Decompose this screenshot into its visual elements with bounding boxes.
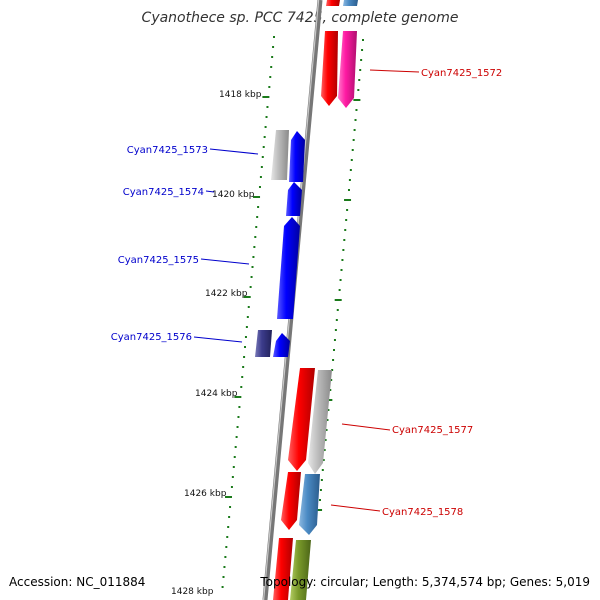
gene-arrow-1577-gray[interactable] bbox=[308, 370, 332, 474]
gene-label-1573[interactable]: Cyan7425_1573 bbox=[127, 145, 208, 156]
leader-line-1574 bbox=[205, 190, 215, 193]
reverse-strand-genes bbox=[255, 130, 305, 357]
gene-label-1576[interactable]: Cyan7425_1576 bbox=[111, 332, 192, 343]
gene-arrow-1576-blue[interactable] bbox=[273, 333, 290, 357]
scale-label-1424: 1424 kbp bbox=[195, 389, 238, 399]
gene-arrow-1573-blue[interactable] bbox=[289, 131, 305, 182]
scale-label-1418: 1418 kbp bbox=[219, 90, 262, 100]
gene-arrow-1577-red[interactable] bbox=[288, 368, 315, 471]
gene-arrow-top-red[interactable] bbox=[326, 0, 340, 6]
leader-line-1577 bbox=[341, 423, 391, 431]
accession-text: Accession: NC_011884 bbox=[9, 575, 146, 589]
gene-arrow-1575-blue[interactable] bbox=[277, 217, 300, 319]
gene-arrow-top-steel[interactable] bbox=[343, 0, 358, 6]
gene-arrow-bottom-red[interactable] bbox=[273, 538, 293, 600]
genome-summary-text: Topology: circular; Length: 5,374,574 bp… bbox=[260, 575, 590, 589]
gene-label-1577[interactable]: Cyan7425_1577 bbox=[392, 425, 473, 436]
gene-arrow-1572-pink[interactable] bbox=[338, 31, 357, 108]
gene-label-1578[interactable]: Cyan7425_1578 bbox=[382, 507, 463, 518]
scale-label-1428: 1428 kbp bbox=[171, 587, 214, 597]
leader-line-1578 bbox=[330, 504, 381, 512]
gene-label-1574[interactable]: Cyan7425_1574 bbox=[123, 187, 204, 198]
scale-label-1426: 1426 kbp bbox=[184, 489, 227, 499]
gene-arrow-1574-blue[interactable] bbox=[286, 182, 302, 216]
tick-marks bbox=[221, 36, 364, 588]
scale-label-1422: 1422 kbp bbox=[205, 289, 248, 299]
forward-strand-genes bbox=[273, 0, 358, 600]
gene-arrow-1573-gray[interactable] bbox=[271, 130, 289, 180]
gene-arrow-bottom-olive[interactable] bbox=[290, 540, 311, 600]
gene-arrow-1572-red[interactable] bbox=[321, 31, 338, 106]
leader-line-1575 bbox=[200, 258, 250, 265]
gene-label-1572[interactable]: Cyan7425_1572 bbox=[421, 68, 502, 79]
genome-title: Cyanothece sp. PCC 7425, complete genome bbox=[141, 10, 459, 26]
leader-line-1572 bbox=[369, 69, 420, 73]
leader-line-1573 bbox=[209, 148, 259, 155]
gene-arrow-1578-steel[interactable] bbox=[299, 474, 320, 535]
gene-arrow-1578-red[interactable] bbox=[281, 472, 301, 530]
leader-line-1576 bbox=[193, 336, 243, 343]
gene-label-1575[interactable]: Cyan7425_1575 bbox=[118, 255, 199, 266]
gene-arrow-1576-purple[interactable] bbox=[255, 330, 272, 357]
gene-labels: Cyan7425_1572 Cyan7425_1573 Cyan7425_157… bbox=[111, 68, 503, 518]
scale-labels: 1418 kbp 1420 kbp 1422 kbp 1424 kbp 1426… bbox=[171, 90, 262, 597]
gene-leader-lines bbox=[193, 69, 420, 512]
scale-label-1420: 1420 kbp bbox=[212, 190, 255, 200]
